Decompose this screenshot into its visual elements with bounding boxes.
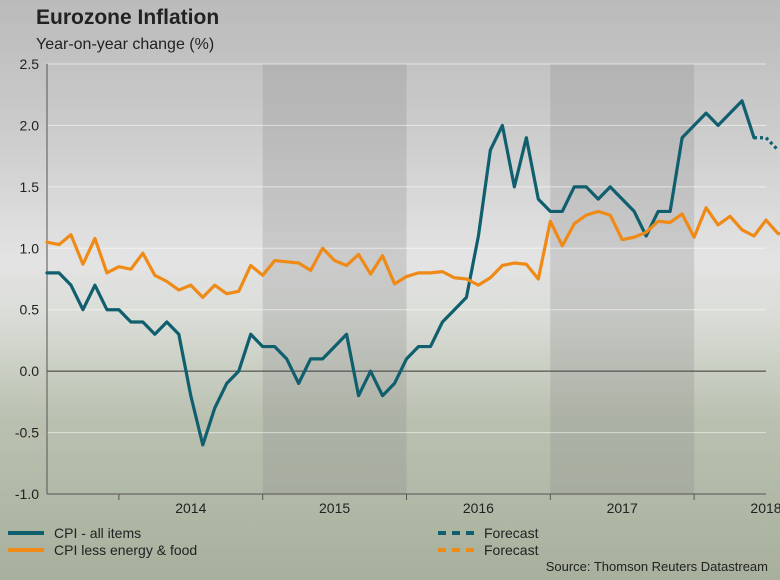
x-tick-label: 2018 — [750, 500, 780, 516]
shaded-band-2015 — [262, 64, 407, 494]
y-tick-label: -1.0 — [15, 486, 39, 502]
y-tick-label: 2.5 — [20, 56, 40, 72]
legend-swatch-cpi-all — [8, 531, 44, 535]
forecast-line-cpi-all — [754, 136, 780, 152]
series-line-cpi-core — [45, 206, 780, 300]
x-tick-label: 2015 — [319, 500, 350, 516]
legend-cpi-core: CPI less energy & food — [8, 542, 197, 558]
y-tick-label: 1.5 — [20, 179, 40, 195]
y-tick-label: 2.0 — [20, 117, 40, 133]
chart-subtitle: Year-on-year change (%) — [36, 36, 215, 53]
chart-title: Eurozone Inflation — [36, 6, 220, 29]
x-tick-label: 2016 — [463, 500, 494, 516]
legend-label-forecast-all: Forecast — [484, 525, 539, 541]
y-tick-label: 0.0 — [20, 363, 40, 379]
source-note: Source: Thomson Reuters Datastream — [545, 559, 768, 574]
legend-forecast-core: Forecast — [438, 542, 538, 558]
series-line-cpi-all — [45, 99, 756, 447]
legend-label-cpi-all: CPI - all items — [54, 525, 142, 541]
legend-cpi-all: CPI - all items — [8, 525, 141, 541]
x-tick-label: 2017 — [607, 500, 638, 516]
legend-label-forecast-core: Forecast — [484, 542, 539, 558]
legend-forecast-all: Forecast — [438, 525, 538, 541]
y-tick-label: 0.5 — [20, 302, 40, 318]
x-tick-label: 2014 — [175, 500, 206, 516]
legend-swatch-forecast-all — [438, 531, 474, 535]
y-tick-label: -0.5 — [15, 425, 39, 441]
y-tick-label: 1.0 — [20, 240, 40, 256]
shaded-band-2017 — [550, 64, 695, 494]
legend-swatch-forecast-core — [438, 548, 474, 552]
legend-label-cpi-core: CPI less energy & food — [54, 542, 198, 558]
legend-swatch-cpi-core — [8, 548, 44, 552]
